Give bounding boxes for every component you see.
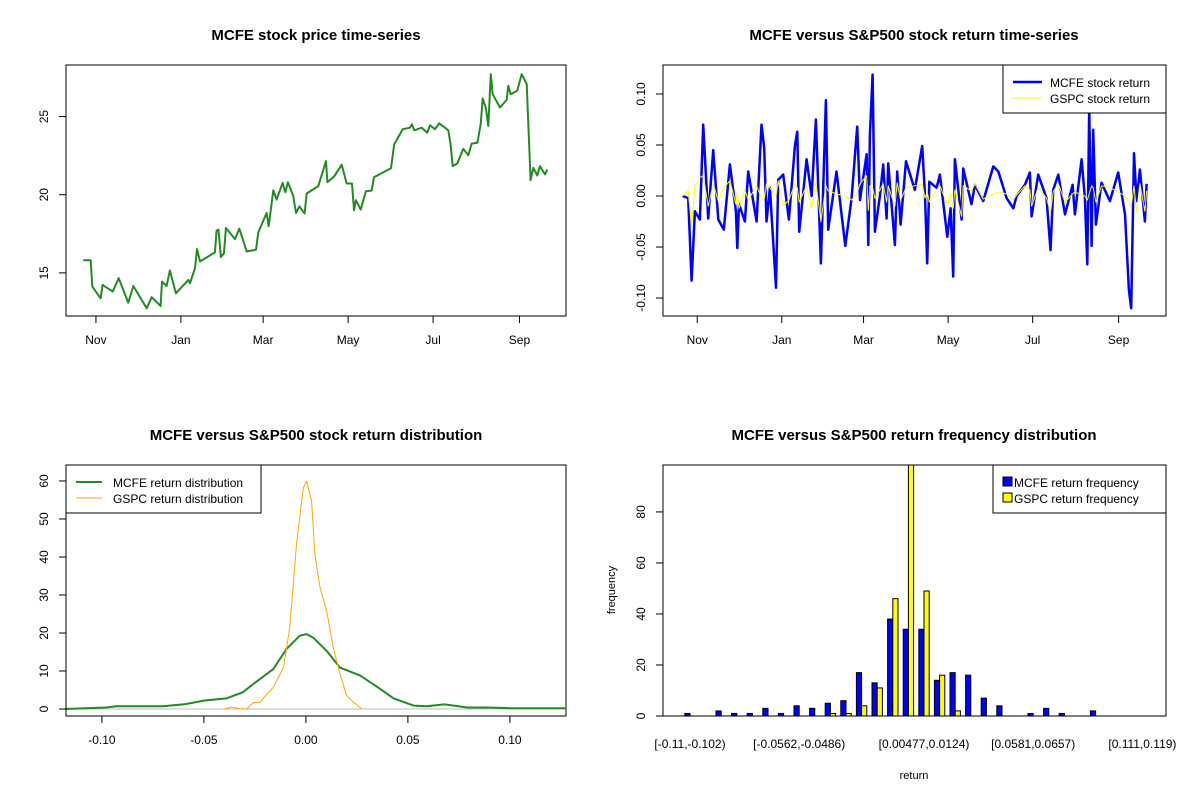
chart-title-price: MCFE stock price time-series <box>211 27 420 44</box>
mcfe-bar <box>1089 710 1097 716</box>
x-tick-label: Sep <box>509 333 531 347</box>
legend-label-gspc: GSPC return frequency <box>1014 492 1139 506</box>
x-tick-label: Jul <box>1025 333 1040 347</box>
x-tick-label: [-0.11,-0.102) <box>654 737 725 751</box>
legend-swatch-mcfe <box>1002 476 1013 487</box>
gspc-bar <box>876 687 883 716</box>
gspc-bar <box>861 705 868 716</box>
mcfe-bar <box>824 702 831 716</box>
legend-label-mcfe: MCFE return distribution <box>113 476 243 490</box>
mcfe-bar <box>965 674 972 716</box>
mcfe-density-line <box>65 633 565 710</box>
y-tick-label: 15 <box>37 266 51 280</box>
legend-label-gspc: GSPC return distribution <box>113 492 243 506</box>
legend-label-mcfe: MCFE stock return <box>1050 76 1150 90</box>
chart-title-histogram: MCFE versus S&P500 return frequency dist… <box>731 427 1096 444</box>
density-legend: MCFE return distribution GSPC return dis… <box>65 464 262 514</box>
y-tick-label: 0 <box>37 705 51 712</box>
mcfe-bar <box>871 682 878 716</box>
gspc-bar <box>954 710 961 716</box>
y-tick-label: 0.10 <box>634 82 648 106</box>
mcfe-bar <box>715 710 722 716</box>
y-tick-label: 30 <box>37 588 51 602</box>
legend-box <box>1002 64 1167 114</box>
y-tick-label: 0.05 <box>634 133 648 157</box>
x-tick-label: Jan <box>772 333 791 347</box>
gspc-bar <box>892 598 899 716</box>
density-plot: -0.10 -0.05 0.00 0.05 0.10 0 10 20 30 40 50 60 <box>37 464 567 747</box>
x-tick-label: [0.111,0.119) <box>1108 737 1176 751</box>
y-tick-label: 0 <box>634 712 648 719</box>
y-tick-label: 60 <box>634 556 648 570</box>
mcfe-bar <box>902 628 909 716</box>
mcfe-bar <box>918 628 925 716</box>
mcfe-bar <box>949 672 956 716</box>
chart-title-density: MCFE versus S&P500 stock return distribu… <box>150 427 483 444</box>
mcfe-bar <box>855 672 863 716</box>
y-tick-label: 20 <box>634 658 648 672</box>
mcfe-bar <box>809 707 816 716</box>
x-tick-label: May <box>337 333 360 347</box>
y-tick-label: 60 <box>37 474 51 488</box>
histogram-legend: MCFE return frequency GSPC return freque… <box>992 464 1167 514</box>
gspc-return-line <box>682 175 1148 228</box>
mcfe-bar <box>996 705 1003 716</box>
x-tick-label: [0.0581,0.0657) <box>991 737 1075 751</box>
mcfe-bar <box>793 705 800 716</box>
x-tick-label: 0.05 <box>396 733 420 747</box>
price-line <box>83 73 549 310</box>
histogram-plot: [-0.11,-0.102) [-0.0562,-0.0486) [0.00477,… <box>634 464 1176 751</box>
plot-frame <box>65 64 567 317</box>
mcfe-bar <box>887 618 894 716</box>
legend-swatch-gspc <box>1002 492 1013 503</box>
returns-legend: MCFE stock return GSPC stock return <box>1002 64 1167 114</box>
returns-plot: Nov Jan Mar May Jul Sep -0.10 -0.05 0.00 0.05 0.10 <box>634 64 1167 347</box>
y-tick-label: 20 <box>37 188 51 202</box>
y-tick-label: 80 <box>634 505 648 519</box>
y-tick-label: 0.00 <box>634 184 648 208</box>
x-tick-label: -0.05 <box>190 733 218 747</box>
x-tick-label: [-0.0562,-0.0486) <box>753 737 845 751</box>
x-tick-label: Jan <box>171 333 190 347</box>
x-tick-label: Mar <box>253 333 274 347</box>
gspc-bar <box>923 590 930 716</box>
gspc-bar <box>939 674 946 716</box>
y-tick-label: 10 <box>37 664 51 678</box>
y-tick-label: 40 <box>634 607 648 621</box>
x-tick-label: Jul <box>425 333 440 347</box>
y-tick-label: 50 <box>37 512 51 526</box>
x-tick-label: May <box>937 333 960 347</box>
mcfe-bar <box>762 707 769 716</box>
mcfe-bar <box>933 679 941 716</box>
y-tick-label: -0.05 <box>634 233 648 261</box>
price-plot: Nov Jan Mar May Jul Sep 15 20 25 <box>37 64 567 347</box>
x-tick-label: Mar <box>853 333 874 347</box>
legend-label-mcfe: MCFE return frequency <box>1014 476 1139 490</box>
gspc-bar <box>907 465 915 716</box>
y-axis-label: frequency <box>606 565 618 614</box>
x-tick-label: Sep <box>1108 333 1130 347</box>
y-tick-label: 25 <box>37 110 51 124</box>
x-tick-label: Nov <box>85 333 106 347</box>
x-tick-label: Nov <box>687 333 708 347</box>
legend-label-gspc: GSPC stock return <box>1050 92 1150 106</box>
mcfe-bar <box>840 700 847 716</box>
legend-box <box>65 464 262 514</box>
x-tick-label: -0.10 <box>88 733 116 747</box>
y-tick-label: -0.10 <box>634 284 648 312</box>
x-tick-label: [0.00477,0.0124) <box>879 737 970 751</box>
x-tick-label: 0.00 <box>294 733 318 747</box>
x-tick-label: 0.10 <box>498 733 522 747</box>
mcfe-bar <box>980 697 987 716</box>
legend-box <box>992 464 1167 514</box>
chart-title-returns: MCFE versus S&P500 stock return time-ser… <box>749 27 1078 44</box>
y-tick-label: 20 <box>37 626 51 640</box>
x-axis-label: return <box>900 770 929 782</box>
mcfe-bar <box>1043 707 1050 716</box>
y-tick-label: 40 <box>37 550 51 564</box>
gspc-density-line <box>224 480 363 710</box>
